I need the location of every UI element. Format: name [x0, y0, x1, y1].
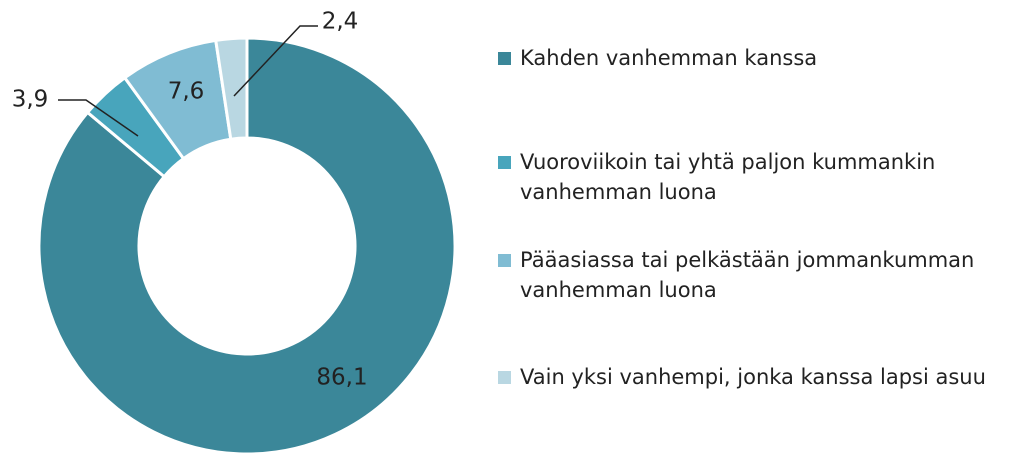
donut-slice [214, 36, 249, 141]
legend-label: Kahden vanhemman kanssa [520, 46, 818, 70]
legend-item: Pääasiassa tai pelkästään jommankumman v… [498, 245, 1032, 305]
leader-line [233, 25, 318, 97]
legend-item: Kahden vanhemman kanssa [498, 43, 1032, 73]
legend-swatch [498, 156, 511, 169]
legend-swatch [498, 254, 511, 267]
donut-slice [37, 36, 457, 454]
data-label: 2,4 [322, 9, 359, 35]
legend-label: Vain yksi vanhempi, jonka kanssa lapsi a… [520, 365, 986, 389]
legend-swatch [498, 371, 511, 384]
legend-label: Pääasiassa tai pelkästään jommankumman v… [520, 248, 975, 302]
leader-line [58, 99, 139, 137]
legend-item: Vain yksi vanhempi, jonka kanssa lapsi a… [498, 362, 1032, 392]
legend-item: Vuoroviikoin tai yhtä paljon kummankin v… [498, 147, 1032, 207]
data-label: 7,6 [168, 79, 205, 105]
legend-label: Vuoroviikoin tai yhtä paljon kummankin v… [520, 150, 936, 204]
data-label: 3,9 [12, 87, 49, 113]
data-label: 86,1 [316, 365, 367, 391]
legend-swatch [498, 52, 511, 65]
